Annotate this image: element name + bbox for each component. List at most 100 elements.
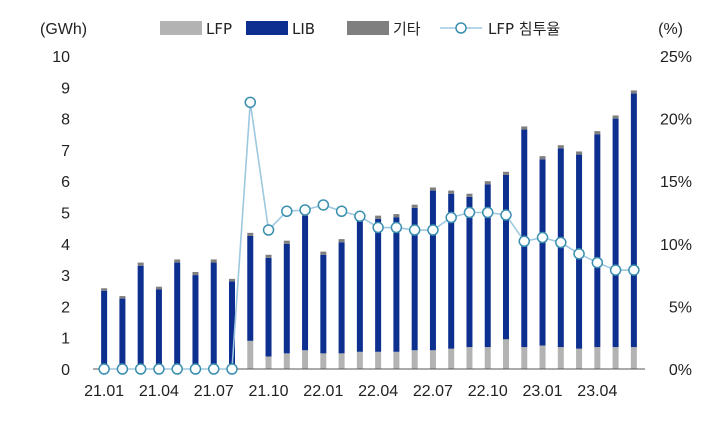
lfp-share-point <box>463 206 476 219</box>
legend-swatch-other <box>347 21 389 35</box>
lfp-share-point <box>481 206 494 219</box>
bar-lib <box>192 275 199 369</box>
bar-lfp <box>466 347 473 369</box>
bar-other <box>137 262 144 266</box>
bar-lfp <box>448 348 455 369</box>
bar-lfp <box>503 339 509 369</box>
bar-lfp <box>320 353 327 369</box>
lfp-share-point <box>299 204 311 216</box>
lfp-share-point <box>207 363 220 375</box>
bar-lib <box>302 215 309 351</box>
bar-other <box>375 215 382 219</box>
y-right-tick-label: 15% <box>660 174 692 191</box>
legend-swatch-lfp-share-marker <box>455 22 467 34</box>
lfp-share-point <box>445 211 457 224</box>
bar-lib <box>503 174 509 340</box>
bar-lib <box>375 218 382 352</box>
x-tick-label: 21.01 <box>84 383 124 400</box>
lfp-share-point <box>189 363 202 375</box>
bar-other <box>539 156 546 160</box>
lfp-share-point <box>244 96 257 109</box>
bar-lfp <box>265 356 272 369</box>
y-left-axis: 0 1 2 3 4 5 6 7 8 9 10 <box>52 49 70 379</box>
y-left-tick-label: 6 <box>61 174 70 191</box>
bar-other <box>174 259 181 263</box>
bar-lib <box>265 257 272 357</box>
bar-lfp <box>338 353 345 369</box>
x-tick-label: 21.04 <box>139 383 179 400</box>
y-right-tick-label: 10% <box>660 237 692 254</box>
lfp-share-point <box>354 210 366 223</box>
bar-lfp <box>484 347 491 369</box>
legend-label-lfp-share: LFP 침투율 <box>488 20 560 38</box>
y-left-tick-label: 1 <box>61 331 70 348</box>
bar-other <box>210 259 217 263</box>
lfp-share-point <box>536 231 549 244</box>
bar-lfp <box>356 351 363 369</box>
bar-other <box>503 171 509 175</box>
bar-lfp <box>429 350 436 369</box>
y-left-tick-label: 0 <box>61 362 70 379</box>
bar-lib <box>484 184 491 348</box>
lfp-share-point <box>591 256 604 269</box>
bar-other <box>192 271 199 276</box>
lfp-share-point <box>609 264 622 276</box>
bar-lfp <box>594 347 601 369</box>
bar-lib <box>210 262 217 369</box>
lfp-share-point <box>500 209 512 221</box>
bar-other <box>594 131 601 135</box>
bar-lib <box>429 190 436 351</box>
y-right-tick-label: 0% <box>669 362 692 379</box>
bar-lib <box>393 217 400 352</box>
bar-lfp <box>375 351 382 369</box>
bar-lfp <box>521 347 528 369</box>
lfp-share-point <box>518 235 531 248</box>
lfp-share-polyline <box>104 102 634 370</box>
bar-other <box>155 286 162 290</box>
y-right-axis: 0% 5% 10% 15% 20% 25% <box>660 49 692 379</box>
legend-label-other: 기타 <box>393 20 421 38</box>
lfp-share-point <box>628 264 640 276</box>
bar-lib <box>119 298 126 369</box>
y-left-tick-label: 10 <box>52 49 70 66</box>
lfp-share-point <box>281 205 293 217</box>
bar-lib <box>448 193 455 349</box>
bar-lib <box>539 159 546 346</box>
bar-other <box>411 204 418 208</box>
y-right-tick-label: 25% <box>660 49 692 66</box>
bar-other <box>101 288 108 291</box>
y-left-tick-label: 2 <box>61 299 70 316</box>
legend-swatch-lib <box>246 21 288 35</box>
bar-lib <box>229 281 235 369</box>
bar-lfp <box>302 350 309 369</box>
bar-lib <box>283 243 290 354</box>
bar-other <box>320 251 327 255</box>
y-left-tick-label: 7 <box>61 143 70 160</box>
x-tick-label: 22.04 <box>358 383 398 400</box>
bar-lfp <box>576 348 583 369</box>
lfp-share-point <box>390 221 403 234</box>
lfp-share-point <box>555 236 567 249</box>
bar-lib <box>338 242 345 354</box>
lfp-share-point <box>153 363 165 375</box>
bars <box>101 90 637 369</box>
bar-lfp <box>393 351 400 369</box>
bar-other <box>229 278 235 282</box>
bar-other <box>557 145 564 149</box>
y-left-tick-label: 9 <box>61 80 70 97</box>
y-left-tick-label: 5 <box>61 206 70 223</box>
bar-lib <box>247 235 254 341</box>
lfp-share-point <box>98 363 110 375</box>
legend-label-lfp: LFP <box>206 20 232 38</box>
y-right-tick-label: 20% <box>660 112 692 129</box>
lfp-share-point <box>262 224 275 236</box>
bar-other <box>283 240 290 244</box>
x-tick-label: 21.07 <box>194 383 234 400</box>
y-left-unit-label: (GWh) <box>40 21 87 38</box>
legend-label-lib: LIB <box>292 20 315 38</box>
y-left-tick-label: 8 <box>61 112 70 129</box>
bar-lfp <box>411 350 418 369</box>
bar-other <box>119 296 126 299</box>
